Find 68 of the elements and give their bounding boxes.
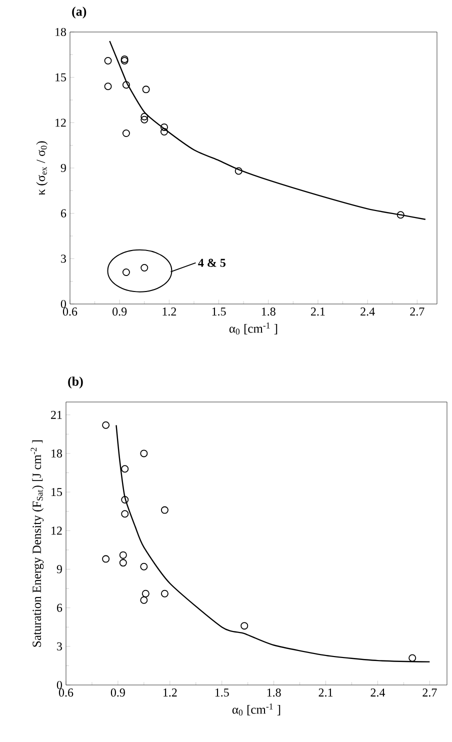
y-tick-label: 9 bbox=[56, 565, 62, 574]
x-tick-label: 1.2 bbox=[162, 308, 176, 316]
x-axis-title: α$_{0}$ [cm$^{-1}$ ] bbox=[232, 704, 280, 716]
x-tick-label: 2.7 bbox=[422, 688, 437, 697]
x-tick-label: 1.8 bbox=[262, 308, 276, 316]
x-tick-label: 2.4 bbox=[360, 308, 375, 316]
x-tick-label: 0.9 bbox=[112, 308, 127, 316]
point bbox=[396, 211, 404, 219]
x-tick-label: 2.7 bbox=[410, 308, 424, 316]
point bbox=[160, 506, 168, 514]
point bbox=[102, 421, 110, 429]
point bbox=[119, 551, 127, 559]
point bbox=[142, 590, 150, 598]
chart-title: (b) bbox=[68, 376, 83, 388]
point bbox=[121, 465, 129, 473]
point bbox=[121, 510, 129, 518]
point bbox=[142, 86, 150, 94]
point bbox=[240, 622, 248, 630]
x-tick-label: 0.6 bbox=[62, 308, 78, 316]
chart-title: (a) bbox=[72, 6, 86, 18]
point bbox=[408, 654, 416, 662]
x-tick-label: 2.1 bbox=[311, 308, 325, 316]
x-tick-label: 1.8 bbox=[267, 688, 281, 697]
point bbox=[119, 559, 127, 567]
y-tick-label: 12 bbox=[56, 118, 66, 127]
point bbox=[122, 129, 130, 137]
y-tick-label: 3 bbox=[57, 642, 62, 650]
point bbox=[160, 590, 168, 598]
point bbox=[140, 112, 148, 120]
y-tick-label: 12 bbox=[52, 526, 62, 535]
x-tick-label: 0.6 bbox=[58, 688, 74, 697]
point bbox=[104, 82, 112, 90]
y-tick-label: 18 bbox=[52, 449, 62, 458]
point bbox=[122, 268, 130, 276]
point bbox=[121, 496, 129, 504]
point bbox=[160, 123, 168, 131]
x-tick-label: 1.5 bbox=[215, 688, 229, 697]
point bbox=[102, 555, 110, 563]
y-tick-label: 0 bbox=[56, 680, 62, 690]
point bbox=[234, 167, 242, 175]
point bbox=[140, 116, 148, 124]
y-axis-title: κ (σ$_{ex}$ / σ$_{0}$) bbox=[36, 141, 48, 196]
y-tick-label: 6 bbox=[56, 604, 62, 612]
y-tick-label: 9 bbox=[60, 164, 66, 172]
point bbox=[140, 596, 148, 604]
point bbox=[140, 450, 148, 458]
y-tick-label: 0 bbox=[60, 300, 66, 308]
point bbox=[140, 264, 148, 272]
point bbox=[122, 81, 130, 89]
y-tick-label: 3 bbox=[61, 254, 66, 263]
y-tick-label: 6 bbox=[60, 209, 66, 218]
x-axis-title: α$_{0}$ [cm$^{-1}$ ] bbox=[229, 322, 278, 335]
x-tick-label: 1.5 bbox=[212, 308, 226, 316]
x-tick-label: 2.1 bbox=[318, 688, 333, 697]
y-tick-label: 18 bbox=[56, 28, 66, 36]
x-tick-label: 0.9 bbox=[110, 688, 125, 697]
x-tick-label: 2.4 bbox=[370, 688, 386, 697]
line-series bbox=[116, 424, 430, 662]
point bbox=[140, 562, 148, 570]
point bbox=[104, 56, 112, 64]
y-tick-label: 21 bbox=[51, 410, 62, 419]
annotation: 4 & 5 bbox=[198, 258, 226, 267]
line-series bbox=[109, 40, 426, 220]
y-axis-title: Saturation Energy Density (F$_{Sat}$) [J cm$^{-2}$ ] bbox=[30, 440, 44, 647]
point bbox=[160, 128, 168, 136]
x-tick-label: 1.2 bbox=[163, 688, 177, 697]
y-tick-label: 15 bbox=[52, 488, 62, 496]
y-tick-label: 15 bbox=[56, 73, 66, 82]
